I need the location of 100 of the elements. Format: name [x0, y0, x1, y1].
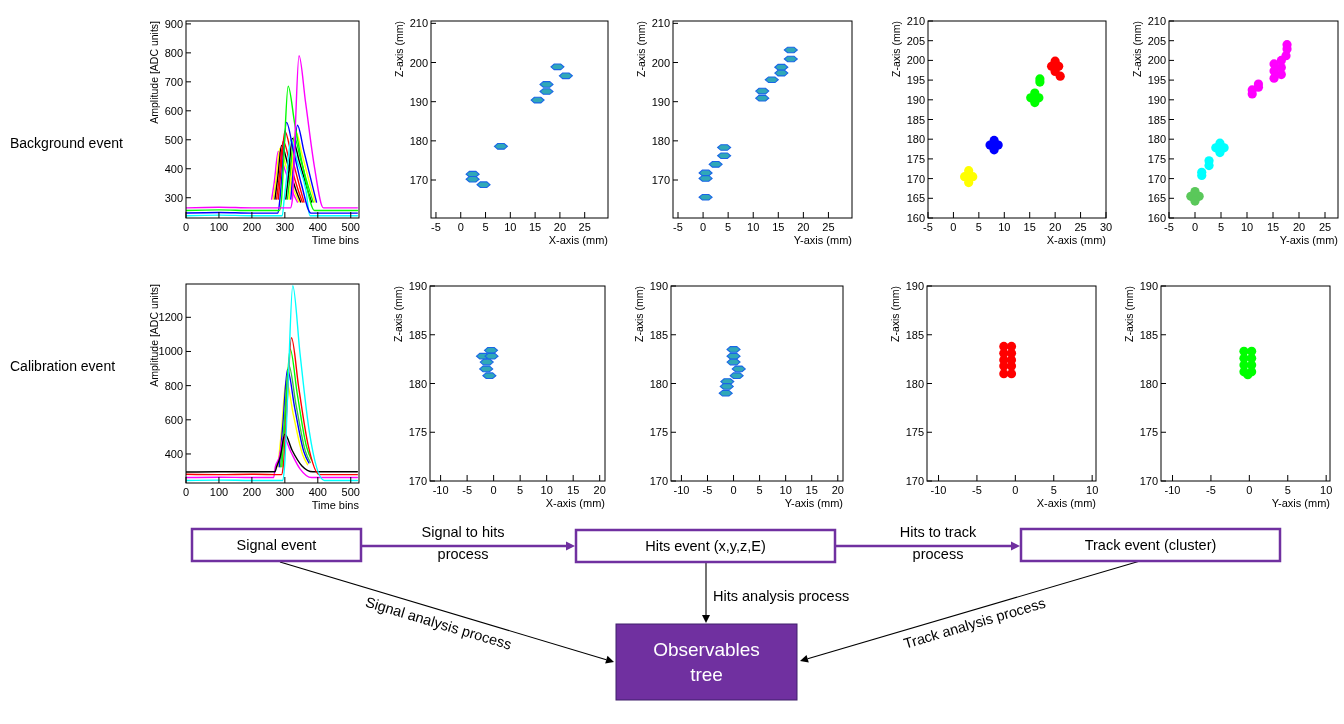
x-tick-label: 25: [822, 221, 835, 233]
x-tick-label: 10: [1086, 484, 1099, 496]
text: Background event: [10, 135, 123, 151]
x-tick-label: 20: [593, 484, 606, 496]
y-tick-label: 190: [649, 280, 668, 292]
y-tick-label: 700: [164, 75, 183, 88]
y-tick-label: 175: [906, 152, 925, 165]
x-tick-label: -5: [431, 221, 441, 233]
y-tick-label: 190: [905, 280, 924, 292]
y-tick-label: 180: [1147, 133, 1166, 146]
y-tick-label: 400: [164, 162, 183, 175]
x-tick-label: 100: [209, 486, 229, 498]
y-tick-label: 1200: [158, 311, 183, 324]
x-tick-label: 5: [482, 221, 489, 233]
x-tick-label: 25: [578, 221, 591, 233]
text: Track event (cluster): [1084, 537, 1217, 554]
x-tick-label: -10: [930, 484, 947, 496]
x-tick-label: -5: [1164, 221, 1174, 233]
y-tick-label: 195: [1147, 74, 1166, 87]
x-tick-label: 25: [1074, 221, 1087, 233]
y-axis-title: Z-axis (mm): [1123, 286, 1135, 342]
y-tick-label: 185: [408, 328, 427, 341]
x-tick-label: 0: [182, 221, 190, 233]
x-tick-label: -5: [702, 484, 713, 496]
x-tick-label: 15: [805, 484, 818, 496]
text: Signal analysis process: [363, 593, 514, 653]
x-tick-label: 0: [1191, 221, 1199, 233]
y-tick-label: 210: [1147, 15, 1166, 27]
y-tick-label: 190: [1147, 93, 1166, 106]
y-tick-label: 190: [1139, 280, 1158, 292]
y-axis-title: Z-axis (mm): [633, 286, 645, 342]
x-tick-label: 5: [1050, 484, 1057, 496]
y-tick-label: 500: [164, 133, 183, 146]
y-tick-label: 210: [651, 17, 670, 30]
y-tick-label: 175: [649, 426, 668, 439]
y-tick-label: 160: [906, 212, 925, 224]
x-tick-label: 10: [1320, 484, 1333, 496]
y-tick-label: 180: [905, 377, 924, 390]
y-tick-label: 900: [164, 17, 183, 30]
x-tick-label: 400: [308, 221, 327, 233]
y-tick-label: 190: [906, 93, 925, 106]
x-tick-label: 20: [1292, 221, 1306, 233]
y-tick-label: 200: [409, 56, 428, 69]
y-axis-title: Z-axis (mm): [889, 286, 901, 342]
text: Hits to track process: [899, 524, 978, 562]
y-tick-label: 165: [1147, 192, 1166, 205]
x-tick-label: 10: [779, 484, 792, 496]
y-tick-label: 1000: [158, 345, 183, 358]
y-axis-title: Z-axis (mm): [890, 21, 902, 77]
x-tick-label: 500: [341, 221, 360, 233]
y-axis-title: Z-axis (mm): [635, 21, 647, 77]
x-tick-label: 15: [1266, 221, 1280, 233]
x-tick-label: 0: [950, 221, 957, 233]
x-tick-label: 25: [1318, 221, 1332, 233]
y-tick-label: 205: [1147, 34, 1166, 47]
x-tick-label: 300: [275, 486, 295, 498]
y-axis-title: Z-axis (mm): [1131, 21, 1143, 77]
x-tick-label: 5: [756, 484, 763, 496]
y-axis-title: Z-axis (mm): [392, 286, 404, 342]
x-axis-title: Time bins: [311, 499, 360, 511]
y-tick-label: 175: [408, 426, 427, 439]
y-tick-label: 185: [906, 113, 925, 126]
y-axis-title: Amplitude [ADC units]: [148, 20, 160, 124]
y-tick-label: 170: [649, 475, 668, 487]
x-tick-label: 400: [308, 486, 327, 498]
text: Observables tree: [653, 639, 760, 686]
y-tick-label: 800: [164, 379, 183, 392]
y-tick-label: 180: [408, 377, 427, 390]
x-axis-title: Y-axis (mm): [793, 234, 852, 246]
y-tick-label: 800: [164, 46, 183, 59]
x-tick-label: 0: [457, 221, 464, 233]
y-tick-label: 180: [649, 377, 668, 390]
y-tick-label: 170: [906, 172, 925, 185]
y-tick-label: 170: [408, 475, 427, 487]
y-tick-label: 185: [905, 328, 924, 341]
x-tick-label: 5: [725, 221, 732, 233]
y-tick-label: 190: [408, 280, 427, 292]
x-tick-label: -10: [432, 484, 449, 496]
y-tick-label: 160: [1147, 212, 1166, 224]
x-tick-label: 20: [797, 221, 810, 233]
text: Hits analysis process: [713, 588, 850, 604]
y-tick-label: 185: [1139, 328, 1158, 341]
text: Signal to hits process: [421, 524, 505, 562]
y-tick-label: 200: [651, 56, 670, 69]
x-tick-label: 300: [275, 221, 295, 233]
y-axis-title: Z-axis (mm): [393, 21, 405, 77]
x-tick-label: 0: [182, 486, 190, 498]
x-tick-label: 20: [553, 221, 567, 233]
y-tick-label: 200: [1147, 54, 1166, 67]
x-tick-label: -5: [1206, 484, 1216, 496]
x-tick-label: 20: [831, 484, 844, 496]
x-tick-label: 15: [1023, 221, 1036, 233]
x-tick-label: 0: [700, 221, 707, 233]
text: Track analysis process: [901, 594, 1048, 652]
x-tick-label: 5: [517, 484, 524, 496]
x-tick-label: -10: [673, 484, 690, 496]
y-tick-label: 170: [905, 475, 924, 487]
text: Hits event (x,y,z,E): [645, 538, 766, 555]
x-tick-label: 100: [209, 221, 229, 233]
y-axis-title: Amplitude [ADC units]: [148, 283, 160, 387]
